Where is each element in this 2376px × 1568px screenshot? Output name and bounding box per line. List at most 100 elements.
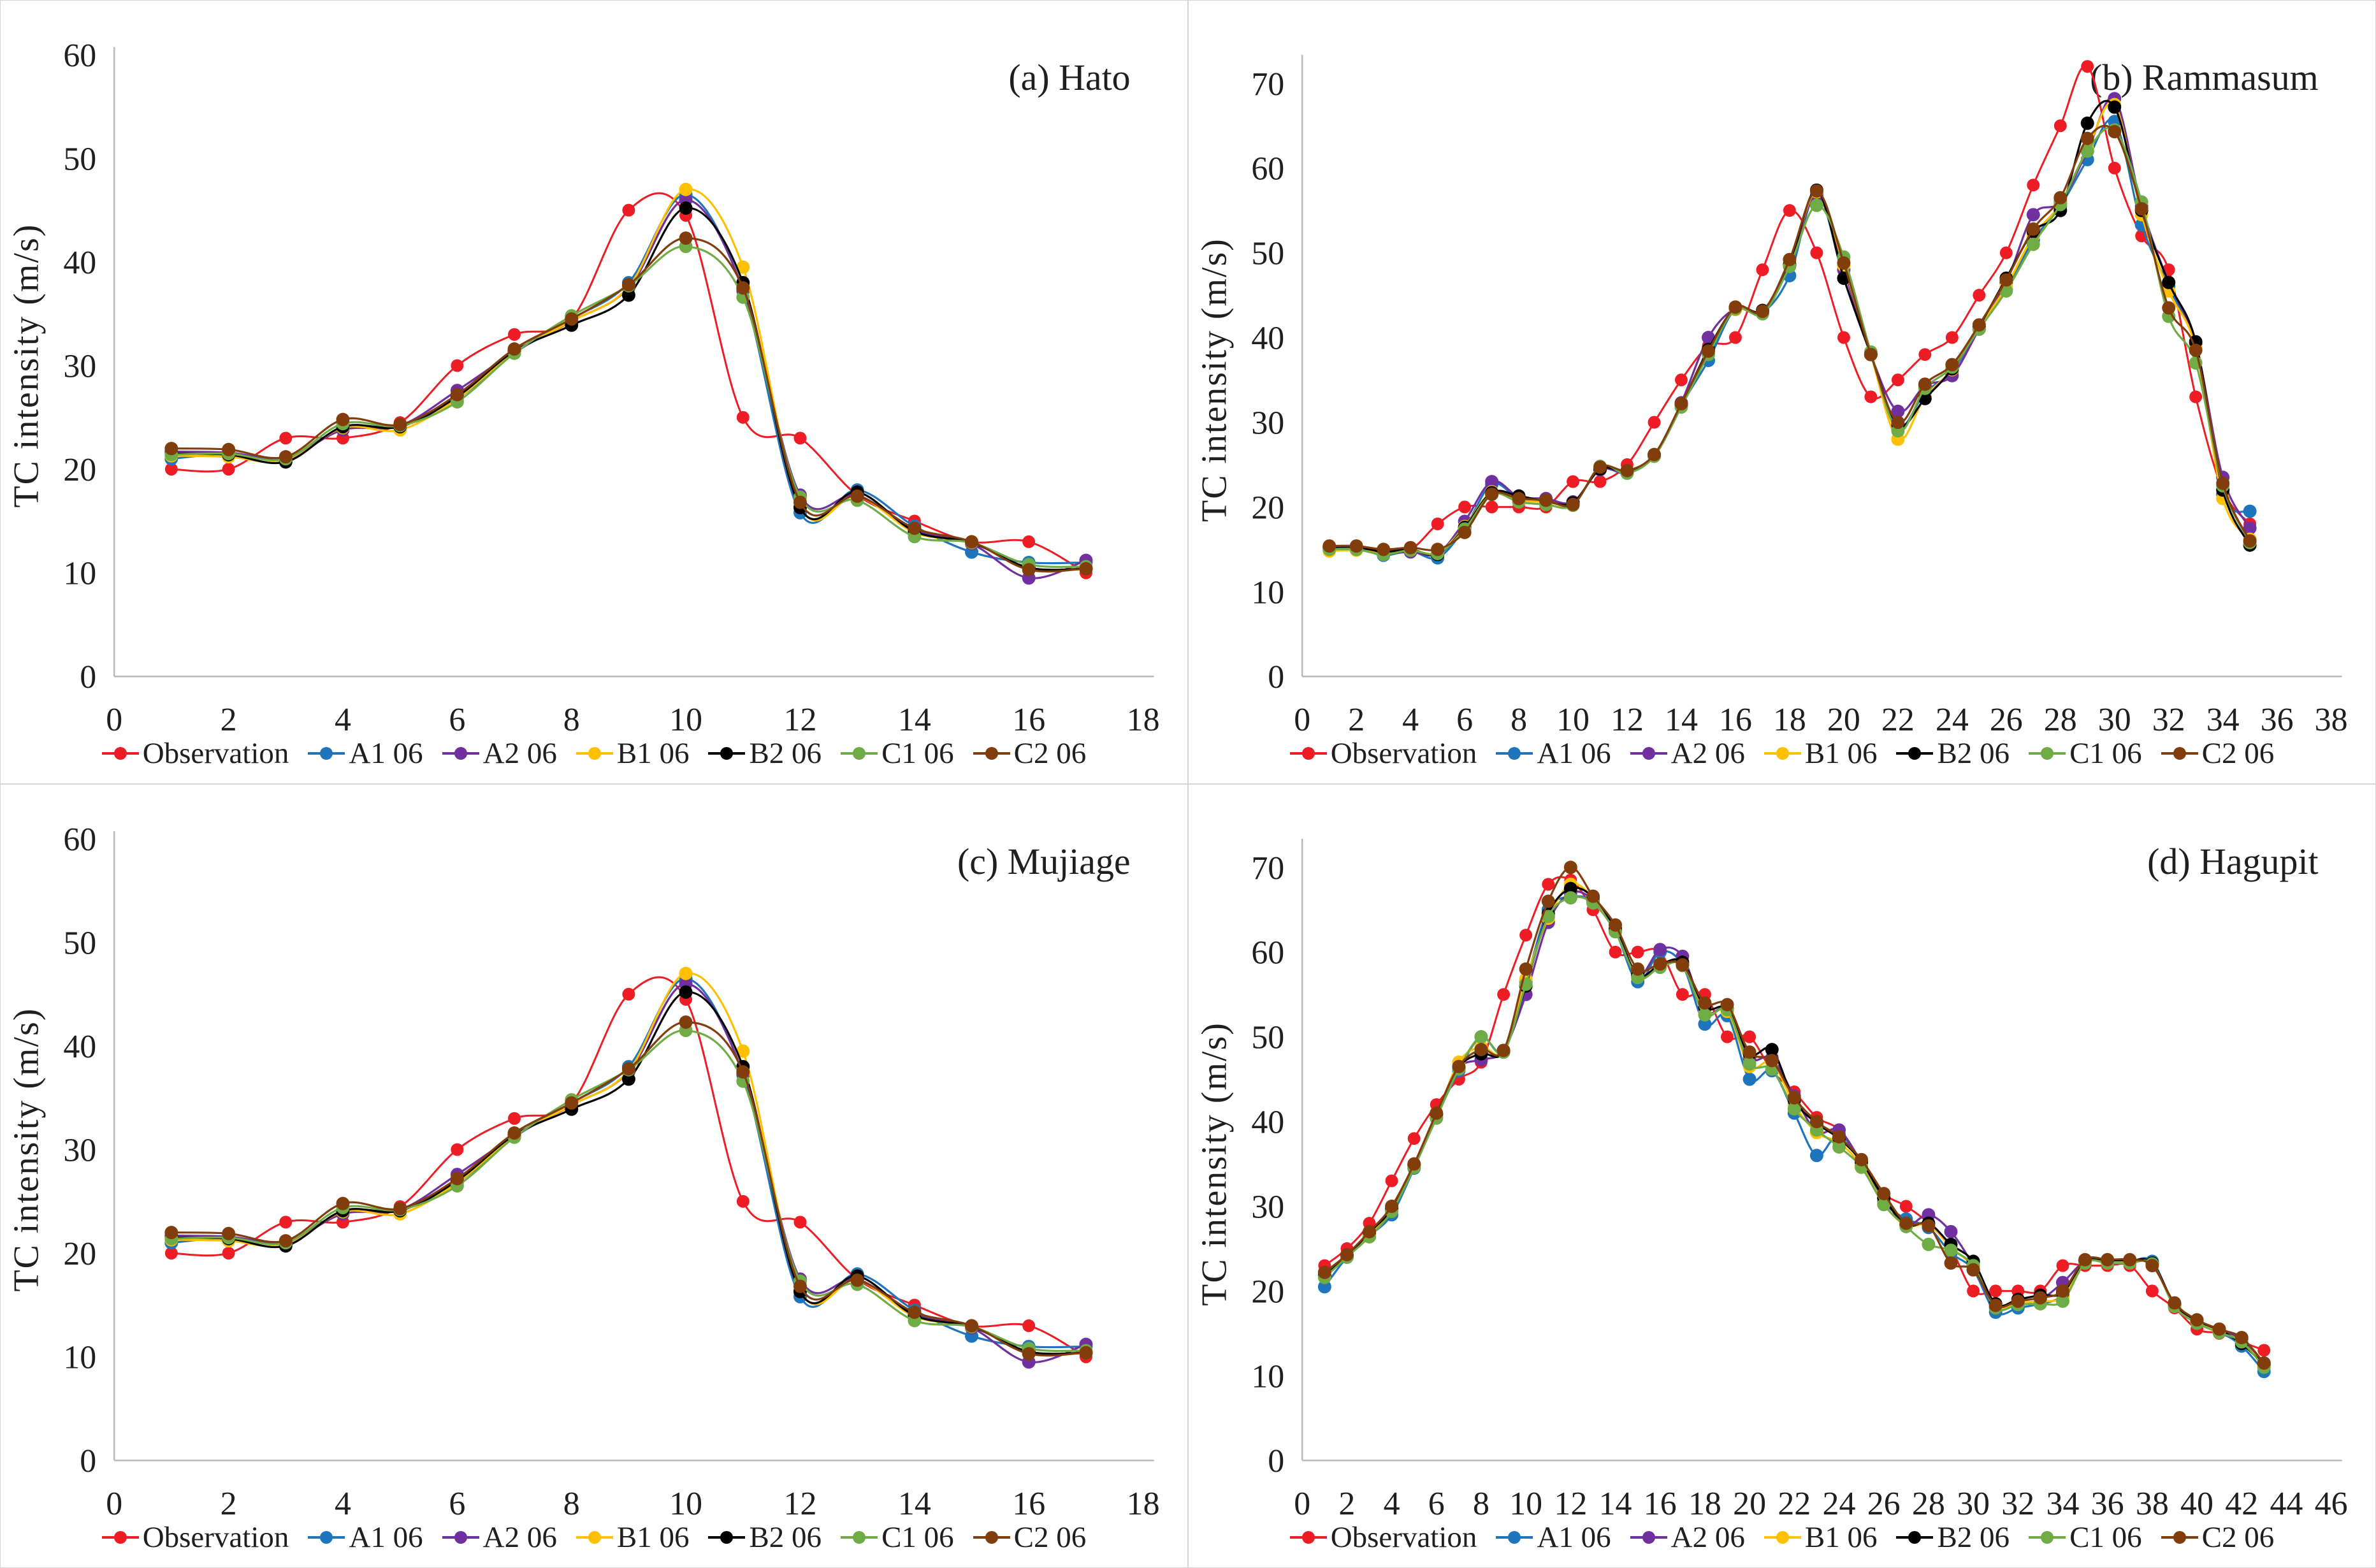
series-marker-observation [164, 463, 178, 476]
series-marker-c2-06 [2162, 301, 2176, 315]
x-tick-label: 38 [2136, 1486, 2169, 1522]
series-marker-c2-06 [1407, 1157, 1421, 1171]
x-tick-label: 46 [2315, 1486, 2348, 1522]
y-axis-title: TC intensity (m/s) [6, 1008, 46, 1292]
series-marker-c2-06 [2108, 125, 2122, 139]
series-marker-observation [451, 359, 464, 372]
series-marker-b1-06 [736, 260, 750, 274]
series-marker-observation [1721, 1030, 1734, 1043]
x-tick-label: 8 [563, 1486, 580, 1522]
legend-marker-icon [1496, 1530, 1533, 1544]
series-marker-c2-06 [1720, 998, 1734, 1012]
series-marker-c1-06 [2026, 237, 2040, 251]
series-line-a2-06 [171, 198, 1087, 579]
series-marker-observation [1783, 204, 1796, 217]
x-tick-label: 0 [106, 702, 122, 738]
x-tick-label: 20 [1827, 702, 1860, 738]
legend-item-c1-06: C1 06 [841, 1520, 954, 1555]
series-line-observation [1329, 64, 2251, 553]
series-line-a1-06 [171, 977, 1086, 1349]
legend-label: C2 06 [2201, 1521, 2275, 1554]
series-line-b1-06 [171, 972, 1086, 1355]
x-tick-label: 34 [2206, 702, 2240, 738]
series-marker-c2-06 [450, 1172, 464, 1186]
x-tick-label: 10 [669, 1486, 702, 1522]
series-marker-observation [279, 432, 293, 445]
legend-marker-icon [308, 1530, 345, 1544]
x-tick-label: 26 [1867, 1486, 1901, 1522]
series-marker-a1-06 [1742, 1072, 1757, 1086]
legend-item-a1-06: A1 06 [1496, 736, 1611, 771]
legend-marker-icon [442, 746, 479, 760]
legend-item-a2-06: A2 06 [442, 736, 557, 771]
series-marker-observation [1648, 416, 1661, 429]
legend-marker-icon [1289, 746, 1327, 760]
series-marker-observation [508, 328, 521, 341]
x-tick-label: 2 [221, 1486, 237, 1522]
series-marker-c2-06 [1609, 918, 1623, 932]
legend-label: B2 06 [749, 1521, 822, 1554]
series-marker-c2-06 [2216, 476, 2230, 490]
legend-item-a2-06: A2 06 [1630, 736, 1745, 771]
series-marker-c2-06 [1079, 562, 1093, 576]
x-tick-label: 22 [1881, 702, 1915, 738]
series-marker-c2-06 [222, 1226, 236, 1240]
series-marker-c2-06 [1653, 957, 1667, 971]
x-tick-label: 4 [1384, 1486, 1400, 1522]
series-marker-b1-06 [679, 966, 693, 980]
series-marker-observation [1756, 263, 1769, 277]
series-marker-c1-06 [1742, 1057, 1757, 1071]
series-marker-c1-06 [2055, 1294, 2069, 1308]
y-tick-label: 40 [63, 245, 96, 281]
series-marker-b1-06 [679, 182, 693, 196]
series-marker-c2-06 [565, 312, 579, 326]
series-marker-c2-06 [1566, 497, 1580, 511]
legend-label: A1 06 [349, 737, 423, 770]
y-tick-label: 30 [63, 1133, 96, 1169]
series-marker-c2-06 [965, 1319, 979, 1333]
series-marker-c2-06 [336, 1196, 350, 1210]
y-tick-label: 60 [1251, 151, 1284, 187]
legend-item-b2-06: B2 06 [1896, 736, 2010, 771]
legend-item-b1-06: B1 06 [1764, 1520, 1877, 1555]
series-line-c1-06 [1324, 896, 2265, 1368]
x-tick-label: 12 [1554, 1486, 1587, 1522]
y-tick-label: 10 [1251, 574, 1284, 611]
legend-marker-icon [101, 746, 139, 760]
series-marker-c1-06 [1877, 1198, 1891, 1212]
x-tick-label: 0 [1294, 1486, 1310, 1522]
legend-marker-icon [1764, 746, 1801, 760]
legend-marker-icon [2161, 1530, 2198, 1544]
series-marker-c2-06 [2134, 202, 2148, 216]
series-marker-observation [1609, 945, 1622, 959]
x-tick-label: 22 [1778, 1486, 1811, 1522]
series-marker-c2-06 [164, 442, 178, 456]
series-marker-observation [1593, 475, 1607, 488]
series-marker-c2-06 [1765, 1054, 1779, 1068]
x-tick-label: 36 [2091, 1486, 2124, 1522]
series-marker-c2-06 [621, 1062, 635, 1076]
series-marker-observation [1567, 475, 1580, 488]
legend-item-a1-06: A1 06 [1496, 1520, 1611, 1555]
y-tick-label: 0 [1268, 659, 1284, 695]
y-tick-label: 40 [1251, 1105, 1284, 1141]
panel-a-hato: 0 10 20 30 40 50 60 0 2 4 6 8 10 12 14 16 18 TC intensity… [0, 0, 1188, 784]
series-marker-observation [1810, 246, 1823, 259]
series-marker-c2-06 [1431, 542, 1445, 556]
legend-marker-icon [973, 1530, 1010, 1544]
legend-marker-icon [442, 1530, 479, 1544]
series-marker-observation [1891, 374, 1904, 387]
series-marker-a2-06 [1702, 331, 1715, 345]
legend-marker-icon [1764, 1530, 1801, 1544]
legend-item-observation: Observation [101, 736, 289, 771]
series-marker-observation [1918, 348, 1932, 361]
panel-title: (c) Mujiage [957, 841, 1131, 882]
legend-label: A1 06 [1537, 1521, 1611, 1554]
series-marker-b2-06 [2162, 275, 2176, 289]
series-marker-observation [451, 1143, 464, 1156]
legend-marker-icon [2161, 746, 2198, 760]
legend-item-c2-06: C2 06 [973, 736, 1086, 771]
series-marker-b2-06 [621, 1072, 635, 1086]
series-line-b1-06 [1324, 882, 2265, 1367]
